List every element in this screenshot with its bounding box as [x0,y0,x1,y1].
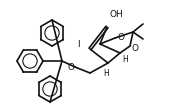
Text: H: H [103,69,109,78]
Text: O: O [117,33,124,42]
Text: O: O [132,44,139,53]
Text: I: I [77,40,80,49]
Text: H: H [122,55,128,64]
Text: O: O [67,62,74,71]
Text: OH: OH [109,10,123,19]
